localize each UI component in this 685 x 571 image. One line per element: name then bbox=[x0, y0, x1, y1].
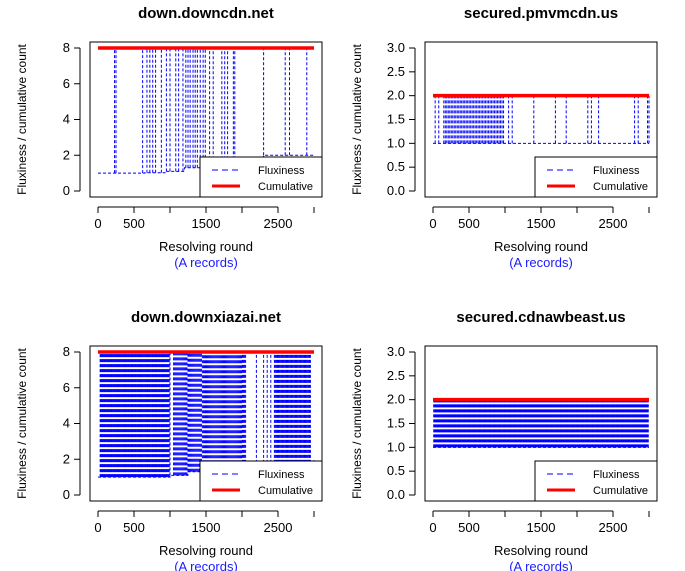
x-axis: 0 500 1500 2500 bbox=[429, 206, 650, 231]
plot-area bbox=[98, 350, 315, 478]
y-tick-label: 1.5 bbox=[387, 112, 405, 127]
legend-label-fluxiness: Fluxiness bbox=[593, 469, 640, 481]
chart-title: secured.cdnawbeast.us bbox=[456, 309, 625, 326]
legend-box bbox=[534, 460, 658, 502]
chart-panel-2: secured.pmvmcdn.us0.00.51.01.52.02.53.00… bbox=[350, 5, 658, 270]
y-tick-label: 4 bbox=[63, 416, 70, 431]
legend: Fluxiness Cumulative bbox=[534, 156, 658, 198]
y-axis-label: Fluxiness / cumulative count bbox=[15, 43, 29, 194]
y-tick-label: 0.0 bbox=[387, 183, 405, 198]
x-tick-label: 2500 bbox=[264, 520, 293, 535]
y-tick-label: 3.0 bbox=[387, 344, 405, 359]
x-tick-label: 500 bbox=[123, 216, 145, 231]
x-tick-label: 2500 bbox=[599, 216, 628, 231]
y-tick-label: 2 bbox=[63, 451, 70, 466]
legend-label-fluxiness: Fluxiness bbox=[593, 165, 640, 177]
x-tick-label: 1500 bbox=[527, 216, 556, 231]
y-axis: 0 2 4 6 8 bbox=[63, 344, 81, 502]
x-tick-label: 2500 bbox=[264, 216, 293, 231]
x-axis-label: Resolving round bbox=[159, 239, 253, 254]
x-tick-label: 500 bbox=[458, 520, 480, 535]
legend: Fluxiness Cumulative bbox=[199, 460, 323, 502]
y-tick-label: 0.0 bbox=[387, 487, 405, 502]
series-fluxiness bbox=[433, 95, 650, 144]
chart-title: secured.pmvmcdn.us bbox=[464, 5, 618, 22]
y-tick-label: 2.5 bbox=[387, 368, 405, 383]
y-axis: 0 2 4 6 8 bbox=[63, 40, 81, 198]
x-axis-sublabel: (A records) bbox=[174, 559, 238, 571]
y-tick-label: 2 bbox=[63, 147, 70, 162]
x-axis: 0 500 1500 2500 bbox=[94, 206, 315, 231]
y-tick-label: 6 bbox=[63, 380, 70, 395]
plot-area bbox=[433, 93, 650, 144]
legend-label-fluxiness: Fluxiness bbox=[258, 469, 305, 481]
chart-title: down.downcdn.net bbox=[138, 5, 274, 22]
legend-label-cumulative: Cumulative bbox=[593, 485, 648, 497]
y-tick-label: 3.0 bbox=[387, 40, 405, 55]
y-tick-label: 0 bbox=[63, 183, 70, 198]
x-tick-label: 2500 bbox=[599, 520, 628, 535]
y-tick-label: 6 bbox=[63, 76, 70, 91]
legend-box bbox=[199, 156, 323, 198]
legend: Fluxiness Cumulative bbox=[534, 460, 658, 502]
x-axis-sublabel: (A records) bbox=[509, 559, 573, 571]
chart-title: down.downxiazai.net bbox=[131, 309, 281, 326]
y-tick-label: 0.5 bbox=[387, 463, 405, 478]
x-axis: 0 500 1500 2500 bbox=[94, 510, 315, 535]
y-tick-label: 2.0 bbox=[387, 88, 405, 103]
legend-box bbox=[534, 156, 658, 198]
y-tick-label: 0 bbox=[63, 487, 70, 502]
x-tick-label: 1500 bbox=[527, 520, 556, 535]
x-tick-label: 0 bbox=[429, 520, 436, 535]
y-tick-label: 1.0 bbox=[387, 135, 405, 150]
x-axis-label: Resolving round bbox=[159, 543, 253, 558]
y-axis-label: Fluxiness / cumulative count bbox=[15, 347, 29, 498]
x-tick-label: 500 bbox=[123, 520, 145, 535]
legend-label-cumulative: Cumulative bbox=[258, 485, 313, 497]
legend: Fluxiness Cumulative bbox=[199, 156, 323, 198]
legend-label-cumulative: Cumulative bbox=[593, 181, 648, 193]
legend-box bbox=[199, 460, 323, 502]
y-axis: 0.0 0.5 1.0 1.5 2.0 2.5 3.0 bbox=[387, 40, 416, 198]
x-axis-label: Resolving round bbox=[494, 543, 588, 558]
y-tick-label: 8 bbox=[63, 344, 70, 359]
x-tick-label: 0 bbox=[94, 216, 101, 231]
y-tick-label: 0.5 bbox=[387, 159, 405, 174]
legend-label-fluxiness: Fluxiness bbox=[258, 165, 305, 177]
y-tick-label: 4 bbox=[63, 112, 70, 127]
y-tick-label: 1.0 bbox=[387, 439, 405, 454]
chart-panel-4: secured.cdnawbeast.us 0.0 0.5 1.0 1.5 2.0 2.5 3… bbox=[350, 309, 658, 571]
x-tick-label: 500 bbox=[458, 216, 480, 231]
x-tick-label: 1500 bbox=[192, 216, 221, 231]
x-tick-label: 0 bbox=[94, 520, 101, 535]
series-fluxiness bbox=[433, 399, 649, 448]
plot-area bbox=[433, 397, 649, 448]
y-axis-label: Fluxiness / cumulative count bbox=[350, 43, 364, 194]
x-axis: 0 500 1500 2500 bbox=[429, 510, 650, 535]
x-axis-label: Resolving round bbox=[494, 239, 588, 254]
x-tick-label: 0 bbox=[429, 216, 436, 231]
y-axis-label: Fluxiness / cumulative count bbox=[350, 347, 364, 498]
y-tick-label: 2.0 bbox=[387, 392, 405, 407]
legend-label-cumulative: Cumulative bbox=[258, 181, 313, 193]
x-tick-label: 1500 bbox=[192, 520, 221, 535]
y-tick-label: 2.5 bbox=[387, 64, 405, 79]
x-axis-sublabel: (A records) bbox=[509, 255, 573, 270]
y-tick-label: 8 bbox=[63, 40, 70, 55]
series-fluxiness bbox=[98, 352, 315, 478]
plot-area bbox=[98, 46, 314, 174]
y-axis: 0.0 0.5 1.0 1.5 2.0 2.5 3.0 bbox=[387, 344, 416, 502]
chart-panel-3: down.downxiazai.net 0 2 4 6 8 0 500 1500 2500 Reso… bbox=[15, 309, 323, 571]
series-fluxiness bbox=[98, 48, 314, 174]
x-axis-sublabel: (A records) bbox=[174, 255, 238, 270]
chart-panel-1: down.downcdn.net 0 2 4 6 8 0 500 1500 2500 Resolvi… bbox=[15, 5, 323, 270]
y-tick-label: 1.5 bbox=[387, 416, 405, 431]
